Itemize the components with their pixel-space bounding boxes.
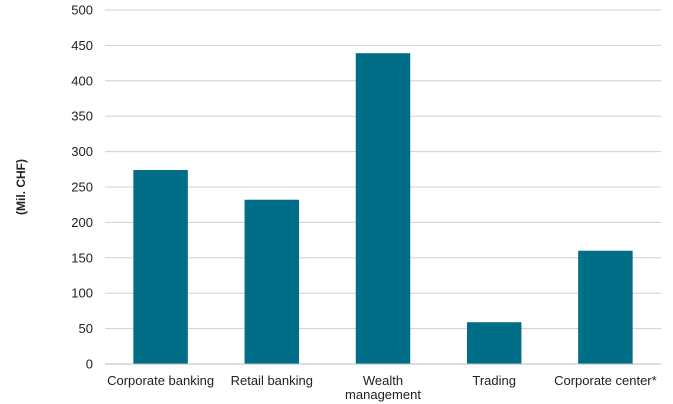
y-axis-ticks: 0 50 100 150 200 250 300 350 400 450 500 [71, 3, 93, 372]
y-tick-label: 350 [71, 109, 93, 124]
x-tick-label: Corporate banking [107, 373, 214, 388]
y-tick-label: 400 [71, 73, 93, 88]
x-tick-label-line: Wealth [363, 373, 403, 388]
x-tick-label: Corporate center* [554, 373, 657, 388]
bar [133, 170, 188, 364]
bar [244, 199, 300, 364]
bar [578, 250, 633, 364]
x-tick-label: Wealth management [345, 373, 421, 402]
y-tick-label: 300 [71, 144, 93, 159]
y-tick-label: 100 [71, 286, 93, 301]
x-tick-label: Retail banking [231, 373, 313, 388]
y-tick-label: 50 [79, 321, 93, 336]
bars [133, 53, 633, 365]
bar [355, 53, 411, 365]
y-tick-label: 150 [71, 250, 93, 265]
y-tick-label: 450 [71, 38, 93, 53]
x-tick-label-line: Retail banking [231, 373, 313, 388]
y-axis-label: (Mil. CHF) [14, 159, 28, 215]
y-tick-label: 500 [71, 3, 93, 18]
x-tick-label-line: management [345, 387, 421, 402]
y-tick-label: 200 [71, 215, 93, 230]
x-tick-label-line: Corporate banking [107, 373, 214, 388]
bar [466, 322, 522, 364]
y-tick-label: 0 [86, 357, 93, 372]
x-tick-label: Trading [472, 373, 516, 388]
x-tick-label-line: Corporate center* [554, 373, 657, 388]
x-tick-label-line: Trading [472, 373, 516, 388]
y-tick-label: 250 [71, 180, 93, 195]
x-axis-ticks: Corporate banking Retail banking Wealth man… [107, 373, 657, 402]
